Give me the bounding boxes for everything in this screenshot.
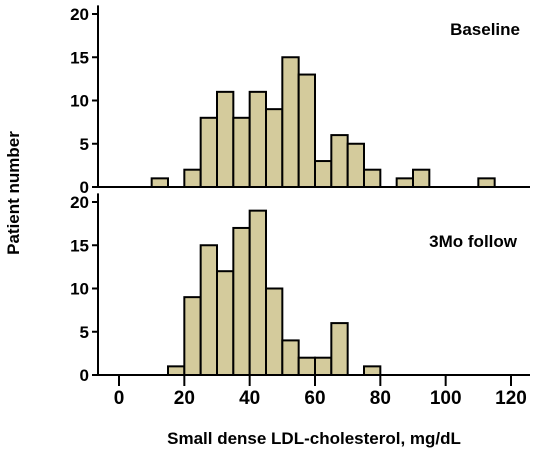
x-tick-label: 60 [304, 388, 325, 409]
histogram-bar [395, 177, 414, 189]
histogram-bar [232, 226, 251, 376]
y-axis-label: Patient number [4, 131, 23, 255]
histogram-bar [183, 296, 202, 376]
histogram-bar [297, 73, 316, 188]
histogram-bar [363, 365, 382, 377]
histogram-bar [248, 209, 268, 376]
histogram-bar [199, 244, 219, 376]
histogram-bar [183, 168, 202, 188]
panel-label: Baseline [450, 20, 520, 39]
histogram-bar [330, 134, 349, 189]
x-tick-label: 0 [114, 388, 125, 409]
histogram-bar [330, 322, 349, 377]
histogram-bar [314, 160, 333, 189]
panels: 0 5 10 15 20 Baseline 0 5 10 15 20 3Mo follow [70, 5, 530, 385]
histogram-bar [167, 365, 186, 377]
y-tick-label: 15 [70, 236, 89, 255]
histogram-bar [248, 90, 268, 188]
y-tick-label: 10 [70, 280, 89, 299]
histogram-bar [281, 56, 300, 188]
histogram-bar [216, 270, 235, 377]
y-tick-label: 10 [70, 92, 89, 111]
histogram-bar [265, 287, 284, 376]
x-tick-label: 120 [495, 388, 527, 409]
histogram-bar [265, 108, 284, 188]
y-tick-label: 20 [70, 5, 89, 24]
x-tick-label: 100 [430, 388, 462, 409]
x-tick-label: 80 [370, 388, 391, 409]
histogram-bar [346, 142, 365, 188]
histogram-bar [199, 116, 219, 188]
panel-label: 3Mo follow [429, 232, 518, 251]
histogram-bar [216, 90, 235, 188]
y-tick-label: 15 [70, 48, 89, 67]
y-tick-label: 5 [80, 135, 89, 154]
histogram-bar [363, 168, 382, 188]
x-tick-label: 20 [174, 388, 195, 409]
panel-baseline: 0 5 10 15 20 Baseline [70, 5, 530, 197]
y-tick-label: 20 [70, 193, 89, 212]
histogram-bar [150, 177, 170, 189]
histogram-bar [281, 339, 300, 376]
y-tick-label: 0 [80, 366, 89, 385]
histogram-bar [232, 116, 251, 188]
histogram-bar [412, 168, 431, 188]
x-axis: 0 20 40 60 80 100 120 [114, 375, 527, 409]
x-tick-label: 40 [239, 388, 260, 409]
histogram-bar [314, 356, 333, 377]
histogram-bar [297, 356, 316, 377]
y-tick-label: 0 [80, 178, 89, 197]
y-tick-label: 5 [80, 323, 89, 342]
panel-follow-up: 0 5 10 15 20 3Mo follow [70, 193, 530, 385]
histogram-bar [477, 177, 496, 189]
x-axis-label: Small dense LDL-cholesterol, mg/dL [167, 429, 461, 448]
